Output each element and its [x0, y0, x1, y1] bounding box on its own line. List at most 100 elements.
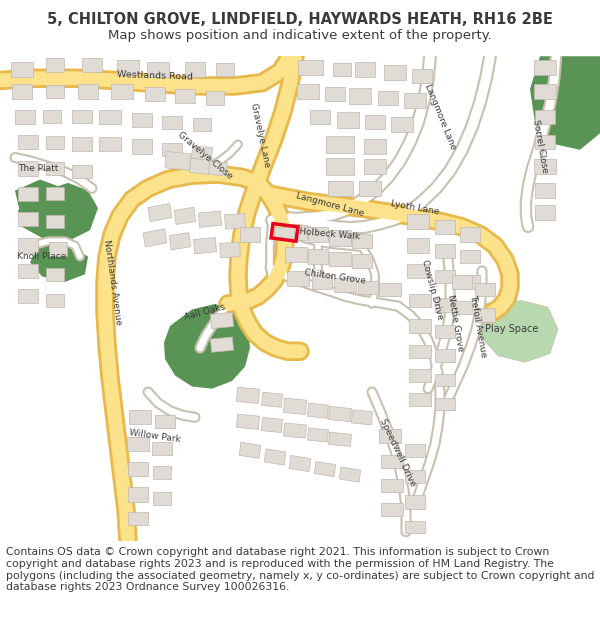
Polygon shape	[99, 109, 121, 124]
Polygon shape	[185, 62, 205, 77]
Polygon shape	[99, 137, 121, 151]
Polygon shape	[164, 304, 250, 389]
Polygon shape	[534, 84, 556, 99]
Polygon shape	[297, 84, 319, 99]
Polygon shape	[264, 449, 286, 465]
Polygon shape	[349, 88, 371, 104]
Polygon shape	[212, 344, 232, 381]
Polygon shape	[452, 301, 472, 314]
Polygon shape	[308, 428, 328, 442]
Polygon shape	[236, 387, 260, 404]
Polygon shape	[326, 136, 354, 152]
Polygon shape	[46, 215, 64, 228]
Polygon shape	[381, 479, 403, 492]
Polygon shape	[534, 59, 556, 75]
Polygon shape	[162, 143, 182, 156]
Polygon shape	[15, 109, 35, 124]
Polygon shape	[298, 59, 323, 75]
Polygon shape	[409, 369, 431, 382]
Polygon shape	[435, 270, 455, 283]
Text: Holbeck Walk: Holbeck Walk	[299, 228, 361, 242]
Polygon shape	[284, 423, 307, 438]
Polygon shape	[355, 62, 375, 77]
Polygon shape	[364, 159, 386, 174]
Polygon shape	[236, 414, 259, 429]
Polygon shape	[391, 118, 413, 132]
Polygon shape	[262, 418, 283, 432]
Polygon shape	[153, 492, 171, 506]
Polygon shape	[169, 232, 191, 250]
Polygon shape	[364, 139, 386, 154]
Polygon shape	[46, 268, 64, 281]
Polygon shape	[308, 249, 328, 264]
Polygon shape	[329, 252, 351, 266]
Polygon shape	[289, 456, 311, 472]
Polygon shape	[18, 187, 38, 201]
Polygon shape	[190, 158, 211, 174]
Text: Contains OS data © Crown copyright and database right 2021. This information is : Contains OS data © Crown copyright and d…	[6, 548, 595, 592]
Polygon shape	[405, 444, 425, 457]
Polygon shape	[329, 432, 352, 446]
Polygon shape	[46, 59, 64, 72]
Polygon shape	[216, 63, 234, 76]
Text: Speedwell Drive: Speedwell Drive	[379, 417, 418, 488]
Polygon shape	[328, 181, 353, 196]
Polygon shape	[475, 308, 495, 321]
Polygon shape	[127, 437, 149, 451]
Polygon shape	[132, 139, 152, 154]
Polygon shape	[191, 146, 212, 161]
Polygon shape	[478, 301, 558, 362]
Polygon shape	[224, 214, 245, 229]
Polygon shape	[329, 230, 351, 246]
Text: 5, CHILTON GROVE, LINDFIELD, HAYWARDS HEATH, RH16 2BE: 5, CHILTON GROVE, LINDFIELD, HAYWARDS HE…	[47, 12, 553, 28]
Polygon shape	[193, 238, 217, 254]
Polygon shape	[312, 275, 332, 289]
Polygon shape	[129, 410, 151, 424]
Text: Sorrel Close: Sorrel Close	[531, 119, 549, 174]
Polygon shape	[381, 455, 403, 468]
Polygon shape	[405, 521, 425, 534]
Polygon shape	[148, 203, 172, 222]
Polygon shape	[530, 56, 600, 150]
Text: Map shows position and indicative extent of the property.: Map shows position and indicative extent…	[108, 29, 492, 42]
Polygon shape	[359, 181, 381, 196]
Polygon shape	[128, 488, 148, 501]
Polygon shape	[193, 118, 211, 131]
Polygon shape	[325, 86, 345, 101]
Polygon shape	[72, 165, 92, 179]
Polygon shape	[18, 161, 38, 176]
Polygon shape	[352, 254, 372, 268]
Polygon shape	[152, 441, 172, 455]
Polygon shape	[72, 110, 92, 123]
Polygon shape	[435, 298, 455, 312]
Polygon shape	[460, 276, 480, 289]
Polygon shape	[329, 406, 352, 422]
Polygon shape	[49, 242, 67, 256]
Polygon shape	[535, 206, 555, 220]
Text: Gravelye Close: Gravelye Close	[176, 130, 234, 181]
Polygon shape	[240, 228, 260, 242]
Polygon shape	[452, 276, 472, 289]
Polygon shape	[30, 241, 88, 282]
Polygon shape	[82, 58, 102, 72]
Polygon shape	[534, 159, 556, 174]
Polygon shape	[287, 271, 309, 286]
Text: Northlands Avenue: Northlands Avenue	[101, 239, 122, 325]
Polygon shape	[334, 278, 356, 292]
Polygon shape	[409, 393, 431, 406]
Polygon shape	[239, 442, 261, 458]
Polygon shape	[435, 220, 455, 234]
Polygon shape	[535, 135, 555, 149]
Polygon shape	[404, 92, 426, 108]
Polygon shape	[460, 228, 480, 242]
Polygon shape	[143, 229, 167, 247]
Polygon shape	[475, 283, 495, 296]
Polygon shape	[145, 86, 165, 101]
Polygon shape	[46, 162, 64, 175]
Polygon shape	[409, 344, 431, 358]
Polygon shape	[174, 208, 196, 224]
Polygon shape	[407, 264, 429, 278]
Polygon shape	[365, 115, 385, 129]
Polygon shape	[18, 289, 38, 303]
Polygon shape	[435, 244, 455, 258]
